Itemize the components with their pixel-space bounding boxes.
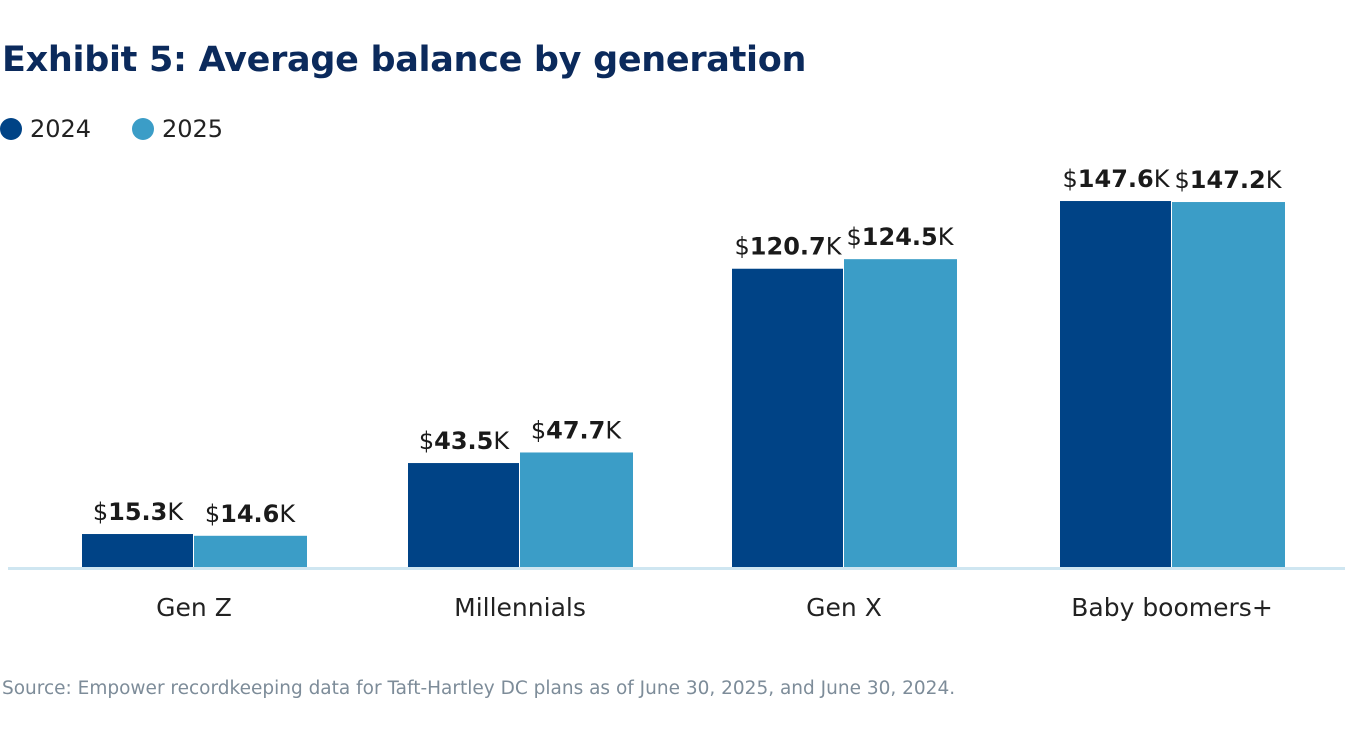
x-axis-line: [8, 567, 1345, 570]
legend-swatch-2025: [132, 118, 154, 140]
data-label: $15.3K: [93, 498, 185, 526]
data-label: $124.5K: [847, 223, 955, 251]
bar-2024-baby-boomers-: [1060, 201, 1171, 567]
category-label: Millennials: [454, 593, 586, 622]
category-label: Gen Z: [156, 593, 232, 622]
legend-item-2025: 2025: [132, 115, 223, 143]
legend-label: 2024: [30, 115, 92, 143]
chart-title: Exhibit 5: Average balance by generation: [2, 40, 807, 80]
bar-2024-gen-x: [732, 268, 843, 567]
bar-2025-millennials: [520, 452, 633, 567]
bar-2024-gen-z: [82, 534, 193, 567]
bar-2024-millennials: [408, 463, 519, 567]
data-label: $43.5K: [419, 427, 511, 455]
bar-2025-baby-boomers-: [1172, 202, 1285, 567]
category-label: Gen X: [806, 593, 882, 622]
bar-2025-gen-z: [194, 535, 307, 567]
data-label: $14.6K: [205, 500, 297, 528]
source-note: Source: Empower recordkeeping data for T…: [2, 678, 956, 699]
legend-label: 2025: [162, 115, 224, 143]
bar-2025-gen-x: [844, 259, 957, 567]
data-label: $147.2K: [1175, 166, 1283, 194]
data-label: $147.6K: [1063, 165, 1171, 193]
data-label: $47.7K: [531, 416, 623, 444]
legend-swatch-2024: [0, 118, 22, 140]
data-label: $120.7K: [735, 233, 843, 261]
category-label: Baby boomers+: [1071, 593, 1273, 622]
legend-item-2024: 2024: [0, 115, 91, 143]
